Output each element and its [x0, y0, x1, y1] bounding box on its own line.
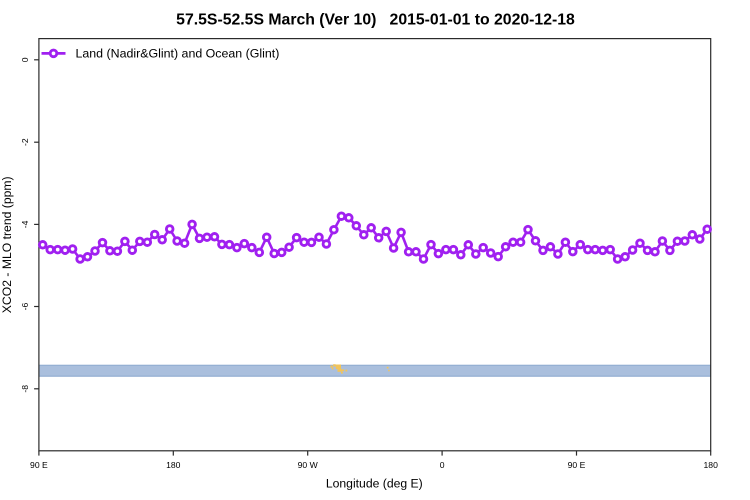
svg-text:57.5S-52.5S March (Ver 10) 2: 57.5S-52.5S March (Ver 10) 2015-01-01 to… — [176, 12, 575, 29]
svg-text:-6: -6 — [20, 302, 30, 310]
svg-text:0: 0 — [440, 460, 445, 470]
svg-text:0: 0 — [20, 57, 30, 62]
svg-text:-4: -4 — [20, 220, 30, 228]
svg-text:XCO2 - MLO trend (ppm): XCO2 - MLO trend (ppm) — [0, 176, 14, 313]
svg-text:90 E: 90 E — [30, 460, 48, 470]
svg-text:Land (Nadir&Glint) and Ocean (: Land (Nadir&Glint) and Ocean (Glint) — [76, 46, 280, 60]
svg-text:180: 180 — [166, 460, 181, 470]
svg-text:Longitude (deg E): Longitude (deg E) — [326, 477, 423, 491]
svg-text:90 W: 90 W — [298, 460, 319, 470]
svg-text:180: 180 — [704, 460, 719, 470]
svg-text:-8: -8 — [20, 385, 30, 393]
svg-text:-2: -2 — [20, 138, 30, 146]
svg-text:90 E: 90 E — [568, 460, 586, 470]
